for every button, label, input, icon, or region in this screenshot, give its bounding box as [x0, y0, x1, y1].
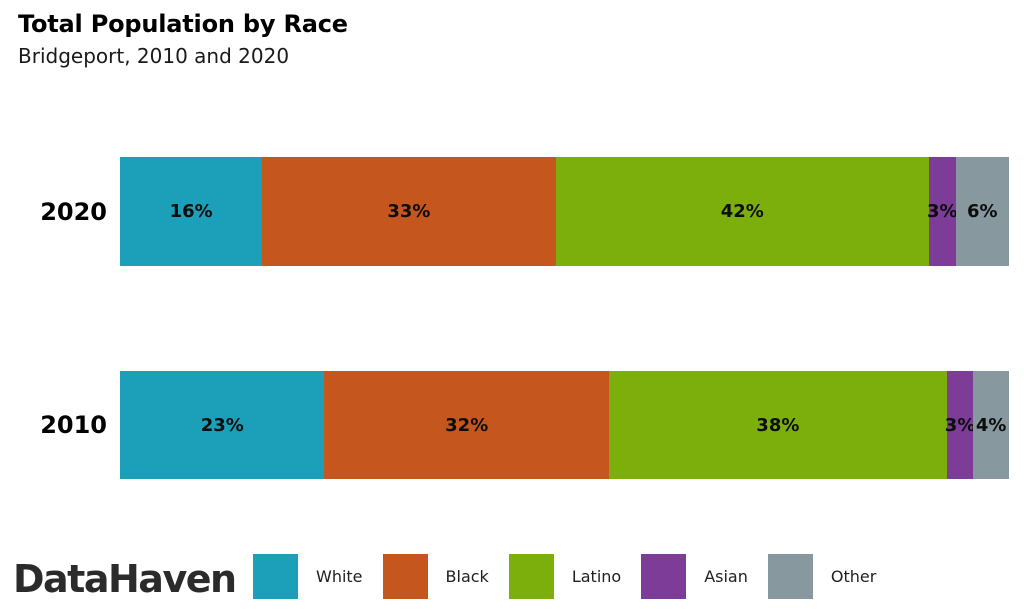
bar-segment-black: 32% — [324, 371, 609, 479]
bar-segment-white: 16% — [120, 157, 263, 266]
datahaven-logo: DataHaven — [13, 557, 237, 601]
bar-segment-asian: 3% — [944, 371, 976, 479]
legend-item-black: Black — [382, 554, 489, 599]
stacked-bar: 23% 32% 38% 3% 4% — [120, 371, 1009, 479]
segment-value-label: 6% — [967, 201, 998, 222]
segment-value-label: 4% — [975, 414, 1007, 436]
segment-value-label: 3% — [944, 414, 976, 436]
stacked-bar: 16% 33% 42% 3% 6% — [120, 157, 1009, 266]
bar-segment-other: 6% — [955, 157, 1009, 266]
segment-value-label: 42% — [720, 201, 764, 222]
bar-segment-white: 23% — [120, 371, 325, 479]
legend-swatch-asian — [641, 554, 687, 599]
chart-subtitle: Bridgeport, 2010 and 2020 — [18, 44, 290, 68]
year-label-2010: 2010 — [40, 411, 107, 439]
bar-segment-asian: 3% — [927, 157, 958, 266]
segment-value-label: 33% — [387, 201, 431, 222]
segment-value-label: 32% — [445, 414, 489, 436]
chart-title: Total Population by Race — [18, 10, 348, 38]
segment-value-label: 23% — [200, 414, 244, 436]
legend-label: White — [316, 567, 363, 586]
legend-label: Other — [830, 567, 877, 586]
legend-item-latino: Latino — [508, 554, 622, 599]
segment-value-label: 3% — [927, 201, 958, 222]
legend-label: Black — [445, 567, 489, 586]
segment-value-label: 38% — [756, 414, 800, 436]
bar-segment-latino: 42% — [555, 157, 929, 266]
year-label-2020: 2020 — [40, 197, 107, 226]
bar-segment-other: 4% — [973, 371, 1009, 479]
segment-value-label: 16% — [169, 201, 213, 222]
legend-label: Latino — [571, 567, 622, 586]
legend-item-asian: Asian — [641, 554, 748, 599]
legend-swatch-black — [382, 554, 428, 599]
legend-item-other: Other — [767, 554, 877, 599]
bar-row-2020: 2020 16% 33% 42% 3% 6% — [0, 157, 1024, 266]
legend: White Black Latino Asian Other — [253, 554, 876, 599]
legend-label: Asian — [704, 567, 748, 586]
bar-row-2010: 2010 23% 32% 38% 3% 4% — [0, 371, 1024, 479]
legend-swatch-latino — [508, 554, 554, 599]
bar-segment-black: 33% — [262, 157, 556, 266]
legend-item-white: White — [253, 554, 363, 599]
legend-swatch-white — [253, 554, 298, 599]
legend-swatch-other — [767, 554, 813, 599]
bar-segment-latino: 38% — [608, 371, 947, 479]
